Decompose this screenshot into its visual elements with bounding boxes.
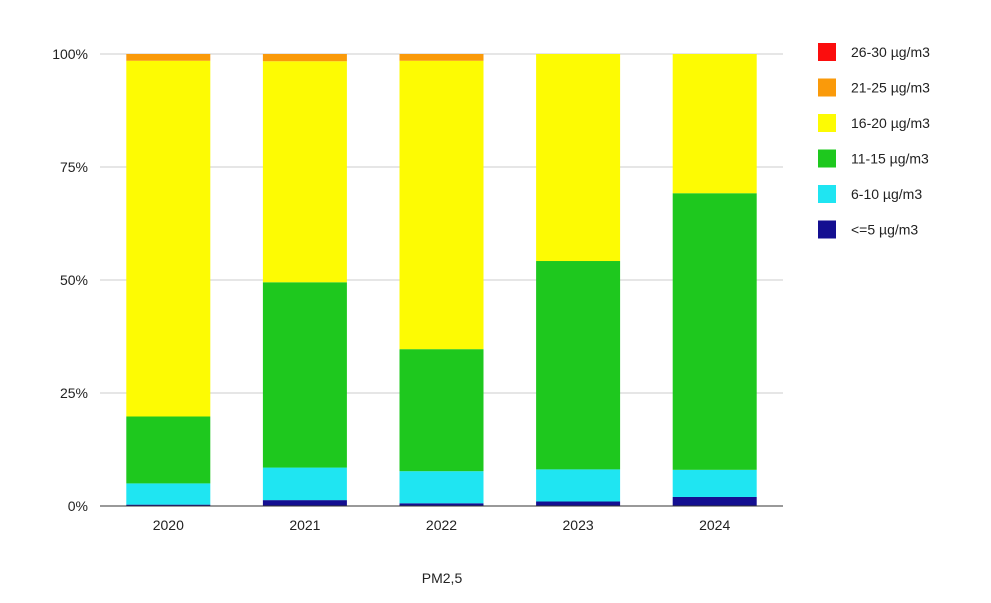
legend-swatch bbox=[818, 149, 836, 168]
x-tick-label: 2020 bbox=[153, 517, 184, 533]
y-tick-label: 50% bbox=[60, 272, 88, 288]
bar-segment bbox=[399, 60, 484, 350]
bar-segment bbox=[126, 60, 211, 417]
bar-segment bbox=[126, 416, 211, 484]
legend-swatch bbox=[818, 114, 836, 132]
bar-segment bbox=[672, 193, 757, 470]
legend: 26-30 µg/m3 21-25 µg/m3 16-20 µg/m3 11-15 µ… bbox=[818, 43, 930, 239]
legend-swatch bbox=[818, 78, 836, 97]
legend-label: 11-15 µg/m3 bbox=[851, 151, 929, 167]
bar-segment bbox=[536, 261, 621, 470]
bar-segment bbox=[126, 54, 211, 61]
bar-segment bbox=[672, 54, 757, 194]
legend-label: <=5 µg/m3 bbox=[851, 222, 918, 238]
legend-label: 16-20 µg/m3 bbox=[851, 115, 930, 131]
x-tick-label: 2022 bbox=[426, 517, 457, 533]
bar-segment bbox=[262, 282, 347, 468]
bar-segment bbox=[399, 471, 484, 504]
bar-segment bbox=[262, 467, 347, 501]
x-tick-label: 2024 bbox=[699, 517, 730, 533]
x-tick-label: 2021 bbox=[289, 517, 320, 533]
legend-label: 6-10 µg/m3 bbox=[851, 186, 922, 202]
y-tick-label: 25% bbox=[60, 385, 88, 401]
legend-label: 21-25 µg/m3 bbox=[851, 80, 930, 96]
bars bbox=[126, 54, 757, 506]
y-tick-label: 75% bbox=[60, 159, 88, 175]
y-tick-label: 100% bbox=[52, 46, 88, 62]
bar-segment bbox=[536, 469, 621, 502]
bar-segment bbox=[672, 496, 757, 506]
bar-segment bbox=[262, 500, 347, 506]
x-tick-label: 2023 bbox=[563, 517, 594, 533]
bar-segment bbox=[126, 504, 211, 506]
bar-segment bbox=[536, 54, 621, 262]
legend-swatch bbox=[818, 43, 836, 61]
bar-segment bbox=[536, 501, 621, 506]
bar-segment bbox=[126, 483, 211, 505]
bar-segment bbox=[262, 54, 347, 62]
y-tick-label: 0% bbox=[68, 498, 88, 514]
bar-segment bbox=[262, 61, 347, 283]
legend-swatch bbox=[818, 185, 836, 203]
y-axis-ticks: 0% 25% 50% 75% 100% bbox=[52, 46, 88, 514]
bar-segment bbox=[399, 503, 484, 506]
bar-segment bbox=[399, 349, 484, 472]
x-axis-title: PM2,5 bbox=[422, 570, 463, 586]
bar-segment bbox=[399, 54, 484, 61]
legend-label: 26-30 µg/m3 bbox=[851, 44, 930, 60]
bar-segment bbox=[672, 469, 757, 497]
legend-swatch bbox=[818, 220, 836, 239]
x-axis-ticks: 2020 2021 2022 2023 2024 bbox=[153, 517, 731, 533]
